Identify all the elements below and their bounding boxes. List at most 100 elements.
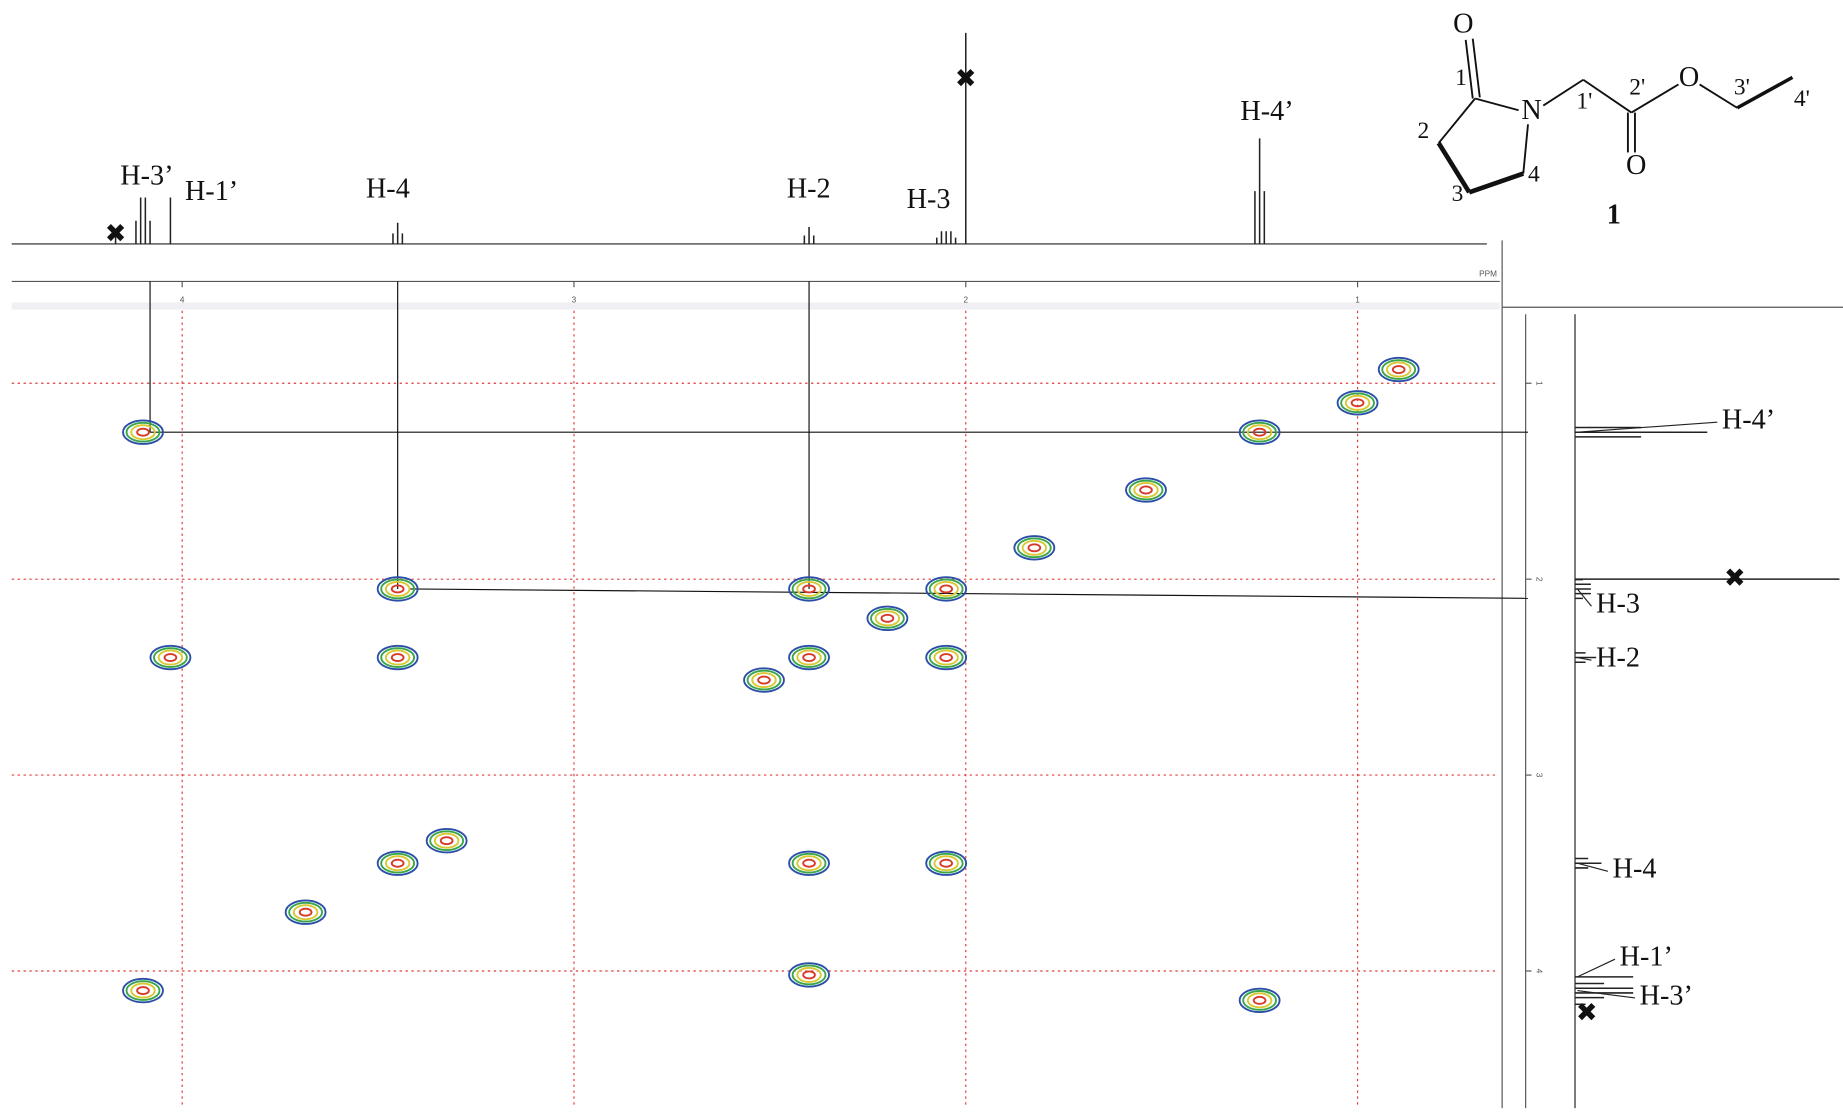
side-peak [1575, 984, 1633, 998]
contour [1254, 997, 1266, 1004]
contour [1240, 989, 1280, 1012]
contour [940, 585, 952, 592]
cross-peak [286, 900, 326, 923]
contour [159, 650, 183, 664]
contour [940, 860, 952, 867]
top-peak [1255, 138, 1264, 244]
locant: 4' [1794, 86, 1810, 112]
cross-peak [123, 979, 163, 1002]
leader-line [1577, 991, 1635, 998]
cross-peak [789, 646, 829, 669]
molecule-labels: O N O O 1 2 3 4 1' 2' 3' 4' 1 [1418, 8, 1810, 230]
solvent-marker: ✖ [1724, 564, 1746, 594]
contour [752, 673, 776, 687]
contour [934, 650, 958, 664]
solvent-marker: ✖ [955, 64, 977, 94]
cross-peak [867, 607, 907, 630]
locant: 1' [1576, 89, 1592, 115]
contour [123, 979, 163, 1002]
contour [1346, 396, 1370, 410]
top-peak [804, 227, 813, 244]
leader-line [1577, 959, 1615, 977]
x-tick-label: 2 [963, 295, 968, 304]
locant: 1 [1455, 65, 1467, 91]
top-peak-label: H-1’ [185, 176, 238, 207]
contour [137, 429, 149, 436]
contour [1126, 478, 1166, 501]
frame [12, 240, 1843, 1108]
top-peak-label: H-3 [907, 184, 951, 215]
bond [1469, 174, 1523, 193]
contour [926, 852, 966, 875]
contour [435, 834, 459, 848]
cross-peak [789, 963, 829, 986]
y-tick-label: 1 [1534, 381, 1543, 386]
cross-peak [926, 646, 966, 669]
atom-label: O [1626, 150, 1646, 181]
cross-peak [1014, 536, 1054, 559]
bond [1439, 99, 1475, 144]
contour [378, 646, 418, 669]
connector [409, 589, 1528, 598]
cross-peak [378, 852, 418, 875]
contour [940, 654, 952, 661]
contour [131, 984, 155, 998]
x-tick-label: 1 [1355, 295, 1360, 304]
contour [294, 905, 318, 919]
contour [882, 615, 894, 622]
contour [789, 852, 829, 875]
side-peak-label: H-4’ [1722, 405, 1775, 436]
contour [926, 646, 966, 669]
y-tick-label: 2 [1534, 577, 1543, 582]
cross-peak [926, 852, 966, 875]
cross-peak [926, 577, 966, 600]
top-peak [393, 223, 402, 244]
atom-label: N [1521, 95, 1541, 126]
page: {"chart_data": {"type": "cosy", "x_label… [0, 0, 1843, 1114]
top-peak [136, 197, 150, 243]
contour [1023, 541, 1047, 555]
y-tick-label: 3 [1534, 773, 1543, 778]
cosy-figure: O N O O 1 2 3 4 1' 2' 3' 4' 1 PPM 4 3 2 1 1 2… [0, 0, 1843, 1114]
contour [803, 654, 815, 661]
cross-peak [427, 829, 467, 852]
contour [1140, 486, 1152, 493]
side-peak-label: H-3’ [1640, 980, 1693, 1011]
contour [165, 654, 177, 661]
x-tick-label: 3 [572, 295, 577, 304]
side-peak-label: H-2 [1596, 643, 1640, 674]
contour [1134, 483, 1158, 497]
cross-peak [150, 646, 190, 669]
x-axis-label: PPM [1479, 270, 1497, 279]
contour [926, 577, 966, 600]
contour [1393, 366, 1405, 373]
solvent-marker: ✖ [1576, 998, 1598, 1028]
locant: 2 [1418, 118, 1430, 144]
contour [867, 607, 907, 630]
contour [1379, 358, 1419, 381]
contour [1387, 362, 1411, 376]
locant: 3 [1452, 181, 1464, 207]
contour [758, 677, 770, 684]
contour [934, 856, 958, 870]
side-peak-label: H-1’ [1620, 942, 1673, 973]
contour [1014, 536, 1054, 559]
contour [1248, 993, 1272, 1007]
contour [876, 611, 900, 625]
contour [300, 909, 312, 916]
contour [137, 987, 149, 994]
x-tick-label: 4 [180, 295, 185, 304]
contour [789, 963, 829, 986]
molecule-structure [1439, 39, 1793, 193]
top-peak [937, 231, 956, 244]
bond [1473, 39, 1480, 98]
contour [441, 837, 453, 844]
locant: 3' [1734, 75, 1750, 101]
bond [1475, 99, 1518, 111]
contour [1028, 544, 1040, 551]
contour [386, 650, 410, 664]
side-peak-label: H-3 [1596, 589, 1640, 620]
cross-peak [378, 646, 418, 669]
contour [744, 668, 784, 691]
cross-peak [1126, 478, 1166, 501]
